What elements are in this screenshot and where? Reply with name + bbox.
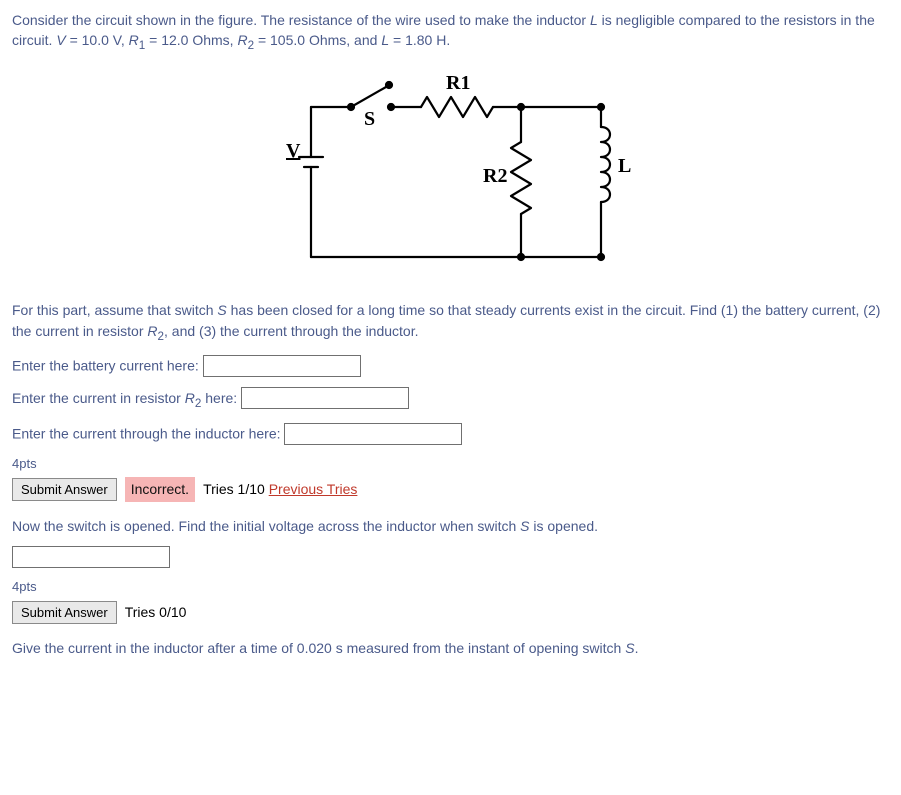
tries-1-text: Tries 1/10 bbox=[203, 481, 265, 497]
submit-button-1[interactable]: Submit Answer bbox=[12, 478, 117, 501]
answer-row-2: Submit Answer Tries 0/10 bbox=[12, 601, 889, 624]
problem-intro: Consider the circuit shown in the figure… bbox=[12, 10, 889, 55]
part2-text: Now the switch is opened. Find the initi… bbox=[12, 516, 889, 536]
label-s: S bbox=[364, 108, 375, 130]
circuit-figure: V S R1 R2 L bbox=[12, 67, 889, 282]
row-part2 bbox=[12, 546, 889, 568]
label-r2-current: Enter the current in resistor R2 here: bbox=[12, 390, 237, 406]
label-v: V bbox=[286, 140, 301, 162]
label-inductor-current: Enter the current through the inductor h… bbox=[12, 425, 281, 441]
label-r1: R1 bbox=[446, 72, 470, 94]
input-battery-current[interactable] bbox=[203, 355, 361, 377]
label-l: L bbox=[618, 155, 631, 177]
tries-2: Tries 0/10 bbox=[125, 602, 187, 622]
answer-row-1: Submit Answer Incorrect. Tries 1/10 Prev… bbox=[12, 477, 889, 501]
tries-1: Tries 1/10 Previous Tries bbox=[203, 479, 357, 499]
part1-text: For this part, assume that switch S has … bbox=[12, 300, 889, 345]
input-inductor-current[interactable] bbox=[284, 423, 462, 445]
row-battery-current: Enter the battery current here: bbox=[12, 355, 889, 377]
input-inductor-voltage[interactable] bbox=[12, 546, 170, 568]
row-r2-current: Enter the current in resistor R2 here: bbox=[12, 387, 889, 412]
label-battery-current: Enter the battery current here: bbox=[12, 358, 199, 374]
submit-button-2[interactable]: Submit Answer bbox=[12, 601, 117, 624]
label-r2: R2 bbox=[483, 165, 507, 187]
part3-text: Give the current in the inductor after a… bbox=[12, 638, 889, 658]
previous-tries-link[interactable]: Previous Tries bbox=[269, 481, 358, 497]
row-inductor-current: Enter the current through the inductor h… bbox=[12, 423, 889, 445]
pts-2: 4pts bbox=[12, 578, 889, 597]
input-r2-current[interactable] bbox=[241, 387, 409, 409]
status-incorrect: Incorrect. bbox=[125, 477, 195, 501]
pts-1: 4pts bbox=[12, 455, 889, 474]
